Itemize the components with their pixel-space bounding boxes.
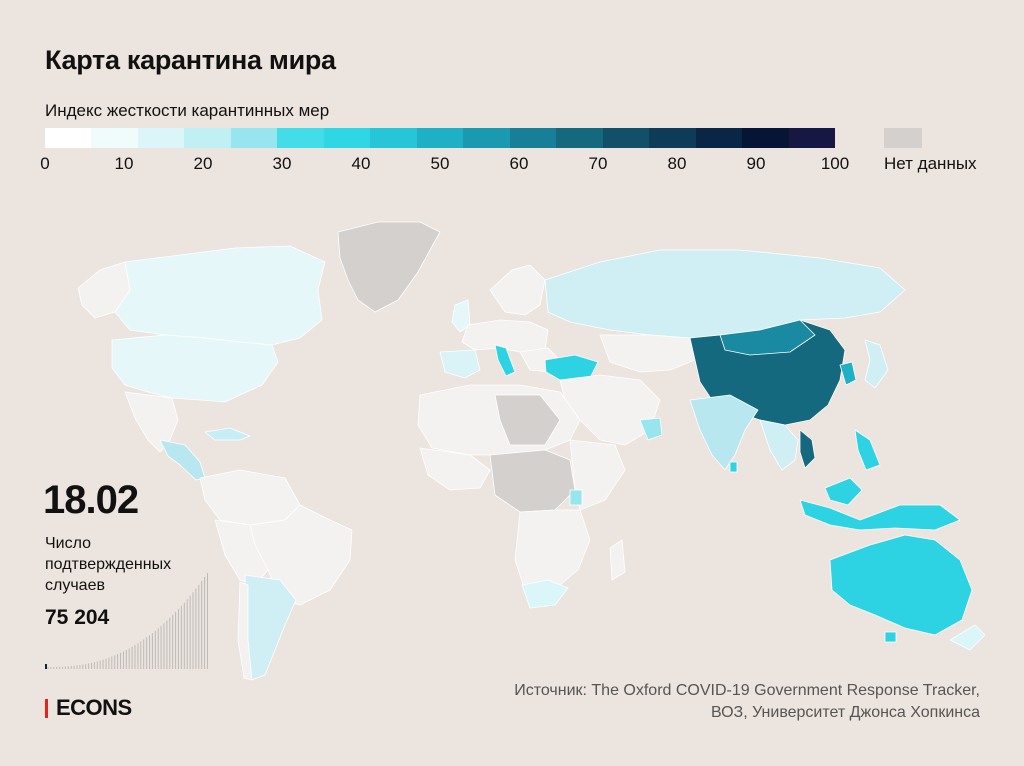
uk bbox=[451, 299, 471, 333]
scale-tick-label: 90 bbox=[746, 154, 766, 173]
date-label: 18.02 bbox=[43, 478, 139, 522]
indonesia bbox=[799, 499, 961, 531]
no-data-label: Нет данных bbox=[884, 154, 977, 173]
tasmania bbox=[884, 631, 897, 643]
scale-tick-label: 30 bbox=[272, 154, 292, 173]
scale-segment bbox=[370, 128, 417, 148]
scale-segment bbox=[45, 128, 92, 148]
italy bbox=[494, 344, 516, 377]
scale-segment bbox=[277, 128, 324, 148]
iberia bbox=[439, 349, 481, 379]
scale-segment bbox=[323, 128, 371, 148]
scale-tick-label: 0 bbox=[40, 154, 50, 173]
western-europe bbox=[461, 319, 549, 353]
vietnam bbox=[799, 429, 816, 469]
australia bbox=[829, 534, 973, 636]
scale-tick-label: 50 bbox=[430, 154, 450, 173]
south-africa bbox=[521, 579, 569, 609]
scale-tick-label: 40 bbox=[351, 154, 371, 173]
chile bbox=[237, 581, 253, 681]
russia bbox=[544, 249, 906, 339]
cases-value: 75 204 bbox=[45, 606, 110, 629]
uganda bbox=[569, 489, 583, 506]
scale-segment bbox=[509, 128, 557, 148]
philippines bbox=[854, 429, 881, 471]
korea bbox=[839, 361, 857, 386]
sri-lanka bbox=[729, 461, 738, 473]
scale-segment bbox=[649, 128, 696, 148]
scale-segment bbox=[230, 128, 278, 148]
scale-tick-label: 10 bbox=[114, 154, 134, 173]
south-america-north bbox=[199, 469, 301, 526]
scale-tick-label: 70 bbox=[588, 154, 608, 173]
scale-tick-label: 60 bbox=[509, 154, 529, 173]
scale-tick-label: 100 bbox=[820, 154, 850, 173]
source-note: Источник: The Oxford COVID-19 Government… bbox=[514, 680, 980, 724]
sparkline-current-marker bbox=[45, 664, 47, 669]
central-africa bbox=[489, 449, 576, 513]
no-data-swatch bbox=[884, 128, 922, 148]
oman bbox=[639, 417, 663, 441]
japan bbox=[864, 339, 889, 389]
southern-africa bbox=[514, 509, 591, 601]
sahara-nodata bbox=[494, 394, 561, 446]
madagascar bbox=[609, 539, 626, 581]
central-america bbox=[159, 439, 206, 481]
central-asia bbox=[599, 334, 696, 373]
color-scale bbox=[45, 128, 835, 148]
southeast-asia bbox=[759, 419, 799, 471]
scale-segment bbox=[91, 128, 138, 148]
greenland bbox=[337, 221, 441, 313]
scale-tick-label: 20 bbox=[193, 154, 213, 173]
scale-tick-label: 80 bbox=[667, 154, 687, 173]
source-line-2: ВОЗ, Университет Джонса Хопкинса bbox=[710, 704, 980, 721]
canada bbox=[114, 245, 326, 346]
scale-segment bbox=[742, 128, 789, 148]
scale-segment bbox=[788, 128, 835, 148]
argentina bbox=[244, 574, 297, 681]
new-zealand bbox=[949, 624, 986, 651]
cases-sparkline bbox=[45, 573, 208, 669]
logo-text: ECONS bbox=[56, 695, 132, 720]
mongolia bbox=[719, 319, 816, 356]
logo-accent-bar bbox=[45, 698, 48, 718]
page-title: Карта карантина мира bbox=[45, 45, 336, 75]
legend-title: Индекс жесткости карантинных мер bbox=[45, 101, 330, 120]
scandinavia bbox=[489, 264, 546, 316]
scale-segment bbox=[416, 128, 464, 148]
scale-segment bbox=[137, 128, 185, 148]
india bbox=[689, 394, 759, 471]
scale-segment bbox=[602, 128, 650, 148]
west-africa bbox=[419, 447, 491, 491]
scale-segment bbox=[695, 128, 743, 148]
source-line-1: Источник: The Oxford COVID-19 Government… bbox=[514, 682, 980, 699]
middle-east bbox=[559, 374, 661, 446]
cases-label: Число подтвержденных случаев bbox=[45, 535, 172, 594]
econs-logo: ECONS bbox=[45, 695, 132, 721]
scale-segment bbox=[556, 128, 603, 148]
malaysia bbox=[824, 477, 863, 506]
scale-segment bbox=[184, 128, 231, 148]
scale-segment bbox=[463, 128, 510, 148]
caribbean bbox=[204, 427, 251, 441]
usa bbox=[111, 334, 279, 403]
